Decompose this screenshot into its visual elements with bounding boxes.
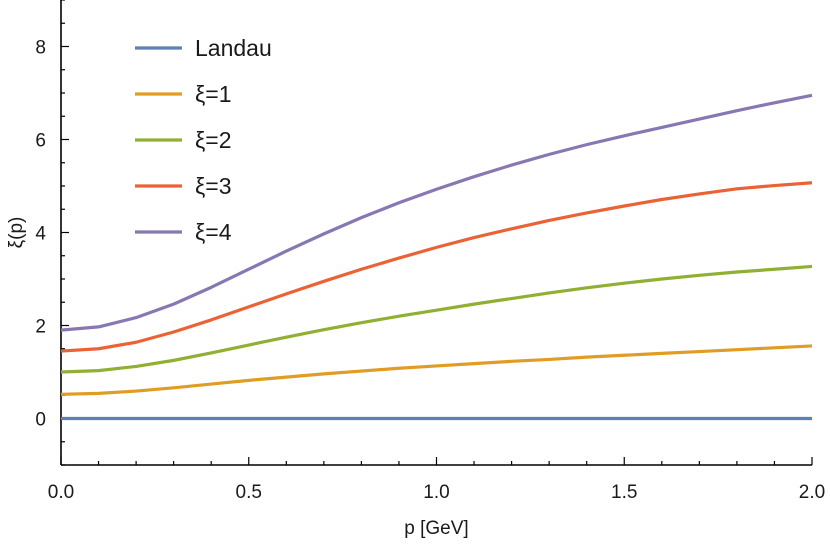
y-axis-label: ξ(p) [6, 217, 27, 249]
legend-label-1: ξ=1 [195, 81, 232, 107]
legend: Landau ξ=1 ξ=2 ξ=3 ξ=4 [135, 35, 272, 245]
y-tick-label: 6 [35, 131, 46, 152]
legend-label-4: ξ=4 [195, 219, 232, 245]
y-tick-label: 8 [35, 38, 46, 59]
y-tick-label: 2 [35, 317, 46, 338]
series-line-3 [60, 181, 813, 353]
series-line-1 [60, 344, 813, 396]
x-tick-label: 2.0 [799, 482, 825, 503]
legend-label-3: ξ=3 [195, 173, 232, 199]
axes: 0.0 0.5 1.0 1.5 2.0 0 2 4 6 8 [35, 0, 825, 503]
x-tick-label: 0.5 [236, 482, 262, 503]
x-tick-label: 0.0 [48, 482, 74, 503]
legend-label-0: Landau [195, 35, 272, 61]
x-tick-label: 1.0 [423, 482, 449, 503]
y-tick-label: 4 [35, 224, 46, 245]
series-group [60, 93, 813, 421]
series-line-2 [60, 264, 813, 374]
y-tick-label: 0 [35, 410, 46, 431]
x-axis-label: p [GeV] [404, 518, 468, 539]
series-line-4 [60, 93, 813, 332]
x-tick-label: 1.5 [611, 482, 637, 503]
legend-label-2: ξ=2 [195, 127, 232, 153]
